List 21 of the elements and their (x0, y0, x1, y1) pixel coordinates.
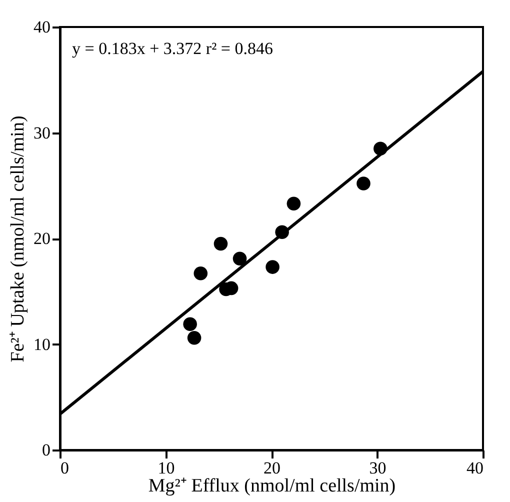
annotation: y = 0.183x + 3.372 r² = 0.846 (72, 39, 274, 58)
y-tick-label: 20 (34, 229, 50, 248)
y-axis-title: Fe²⁺ Uptake (nmol/ml cells/min) (8, 116, 28, 362)
point (183, 317, 197, 332)
point (286, 196, 301, 210)
y-tick-label: 40 (34, 18, 50, 36)
x-tick-label: 0 (60, 458, 69, 478)
point (266, 260, 280, 274)
x-tick-label: 40 (466, 458, 484, 478)
point (356, 176, 370, 190)
x-tick-label: 20 (264, 458, 280, 478)
x-tick-label: 30 (369, 458, 386, 478)
x-axis-title: Mg²⁺ Efflux (nmol/ml cells/min) (148, 476, 396, 496)
y-tick-label: 10 (34, 334, 50, 354)
y-tick-label: 0 (42, 440, 50, 460)
point (214, 236, 228, 251)
point (232, 252, 247, 266)
x-tick-label: 10 (158, 458, 175, 478)
y-tick-label: 30 (34, 123, 50, 142)
point (194, 266, 208, 280)
point (187, 331, 202, 345)
